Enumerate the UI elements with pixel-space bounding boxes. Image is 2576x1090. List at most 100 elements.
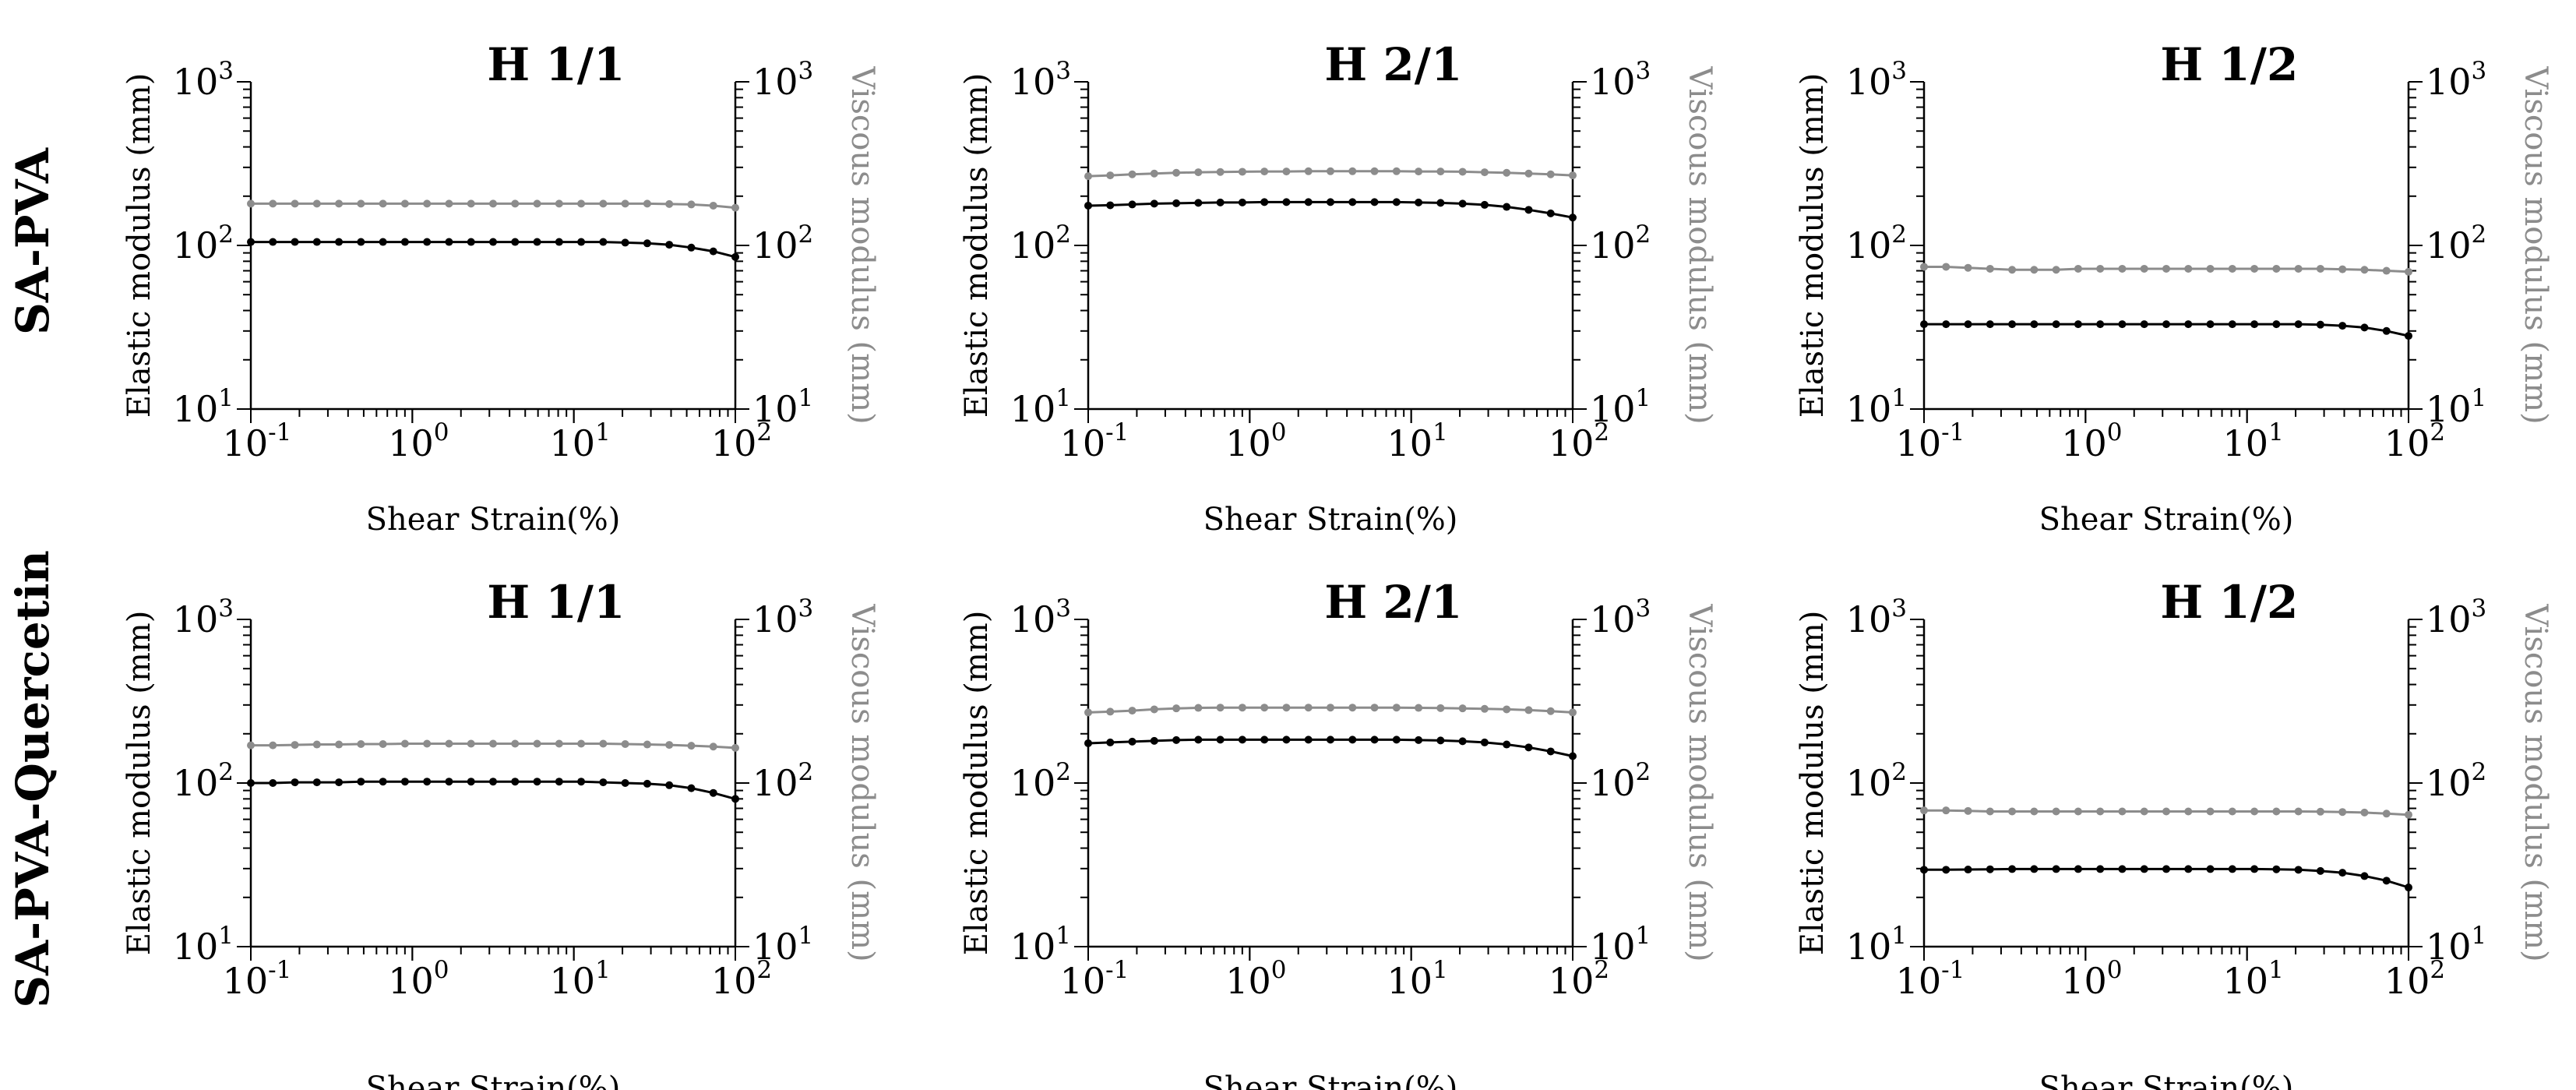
viscous-modulus-point: [291, 741, 299, 750]
viscous-modulus-point: [312, 199, 321, 208]
viscous-modulus-point: [1327, 704, 1334, 712]
elastic-modulus-point: [2096, 865, 2105, 873]
y2-axis-label: Viscous modulus (mm): [844, 603, 880, 961]
y-tick-label: 101: [173, 384, 234, 430]
elastic-modulus-point: [357, 238, 365, 246]
viscous-modulus-point: [2228, 264, 2236, 273]
elastic-modulus-point: [1304, 198, 1313, 206]
elastic-modulus-point: [1920, 866, 1928, 874]
viscous-modulus-point: [1216, 168, 1225, 176]
elastic-modulus-point: [1370, 735, 1379, 744]
viscous-modulus-point: [533, 199, 541, 208]
elastic-modulus-point: [599, 238, 608, 246]
x-axis-label: Shear Strain(%): [366, 502, 621, 538]
elastic-modulus-point: [665, 241, 674, 249]
viscous-modulus-point: [1172, 704, 1181, 713]
panel-title: H 1/2: [2160, 38, 2298, 91]
elastic-modulus-point: [2184, 320, 2193, 329]
x-tick-label: 100: [388, 956, 449, 1002]
viscous-modulus-point: [2206, 807, 2215, 816]
viscous-modulus-point: [621, 740, 629, 749]
y2-tick-label: 103: [1590, 594, 1651, 640]
viscous-modulus-point: [731, 203, 739, 212]
viscous-modulus-point: [1304, 167, 1313, 175]
elastic-modulus-point: [423, 778, 432, 786]
y-tick-label: 101: [1846, 384, 1907, 430]
elastic-modulus-point: [400, 238, 409, 246]
y-tick-label: 103: [1846, 594, 1907, 640]
elastic-modulus-point: [1216, 735, 1225, 744]
elastic-modulus-point: [687, 784, 696, 792]
viscous-modulus-point: [709, 743, 717, 751]
y-axis-label: Elastic modulus (mm): [1795, 73, 1831, 418]
viscous-modulus-point: [2008, 266, 2017, 274]
elastic-modulus-point: [2294, 320, 2303, 329]
elastic-modulus-point: [1282, 198, 1291, 206]
elastic-modulus-point: [1986, 865, 1994, 873]
viscous-modulus-point: [1524, 706, 1533, 714]
viscous-modulus-point: [1327, 167, 1334, 175]
viscous-modulus-point: [2140, 807, 2148, 816]
y2-tick-label: 102: [752, 220, 813, 266]
viscous-modulus-point: [1546, 707, 1555, 715]
viscous-modulus-point: [2074, 264, 2082, 273]
y-axis-label: Elastic modulus (mm): [1795, 611, 1831, 956]
viscous-modulus-point: [400, 739, 409, 748]
elastic-modulus-point: [2338, 322, 2347, 330]
viscous-modulus-point: [2294, 807, 2303, 816]
viscous-modulus-point: [1920, 806, 1928, 815]
elastic-modulus-point: [467, 778, 475, 786]
elastic-modulus-point: [2338, 869, 2347, 877]
elastic-modulus-point: [357, 778, 365, 786]
viscous-modulus-point: [1282, 168, 1291, 176]
viscous-modulus-point: [2184, 264, 2193, 273]
elastic-modulus-point: [1260, 198, 1269, 206]
elastic-modulus-point: [2052, 865, 2060, 873]
elastic-modulus-point: [1327, 735, 1334, 744]
x-tick-label: 102: [1549, 418, 1609, 464]
y2-tick-label: 102: [1590, 758, 1651, 804]
viscous-modulus-point: [2008, 807, 2017, 816]
viscous-modulus-point: [1172, 168, 1181, 177]
viscous-modulus-point: [2118, 264, 2127, 273]
elastic-modulus-point: [2316, 320, 2324, 329]
viscous-modulus-point: [709, 201, 717, 210]
x-tick-label: 100: [1225, 956, 1286, 1002]
viscous-modulus-point: [577, 739, 586, 748]
x-tick-label: 101: [1387, 956, 1448, 1002]
viscous-modulus-point: [1503, 168, 1511, 177]
viscous-modulus-point: [1436, 168, 1445, 176]
viscous-modulus-point: [2250, 807, 2259, 816]
elastic-modulus-point: [2250, 865, 2259, 873]
y-tick-label: 101: [1010, 922, 1071, 968]
viscous-modulus-point: [400, 199, 409, 208]
elastic-modulus-point: [335, 238, 344, 246]
viscous-modulus-point: [555, 199, 563, 208]
x-tick-label: 10-1: [223, 418, 292, 464]
viscous-modulus-point: [1128, 170, 1136, 178]
panel-title: H 2/1: [1324, 576, 1462, 629]
elastic-modulus-point: [400, 778, 409, 786]
elastic-modulus-point: [2074, 865, 2082, 873]
x-tick-label: 100: [2061, 418, 2122, 464]
x-tick-label: 101: [550, 956, 611, 1002]
y-tick-label: 103: [1846, 57, 1907, 103]
y2-tick-label: 101: [2426, 922, 2486, 968]
viscous-modulus-point: [511, 739, 520, 748]
elastic-modulus-point: [621, 779, 629, 787]
viscous-modulus-point: [269, 741, 277, 750]
elastic-modulus-point: [1986, 320, 1994, 329]
y2-tick-label: 103: [1590, 57, 1651, 103]
elastic-modulus-point: [2184, 865, 2193, 873]
x-axis-label: Shear Strain(%): [2039, 1071, 2294, 1090]
viscous-modulus-point: [2096, 807, 2105, 816]
y2-axis-label: Viscous modulus (mm): [1682, 603, 1718, 961]
viscous-modulus-point: [1370, 167, 1379, 175]
viscous-modulus-point: [1920, 263, 1928, 271]
y-axis-label: Elastic modulus (mm): [122, 611, 157, 956]
x-tick-label: 102: [1549, 956, 1609, 1002]
x-tick-label: 102: [2384, 418, 2445, 464]
viscous-modulus-point: [599, 199, 608, 208]
viscous-modulus-point: [1348, 704, 1357, 712]
viscous-modulus-point: [1569, 171, 1577, 180]
